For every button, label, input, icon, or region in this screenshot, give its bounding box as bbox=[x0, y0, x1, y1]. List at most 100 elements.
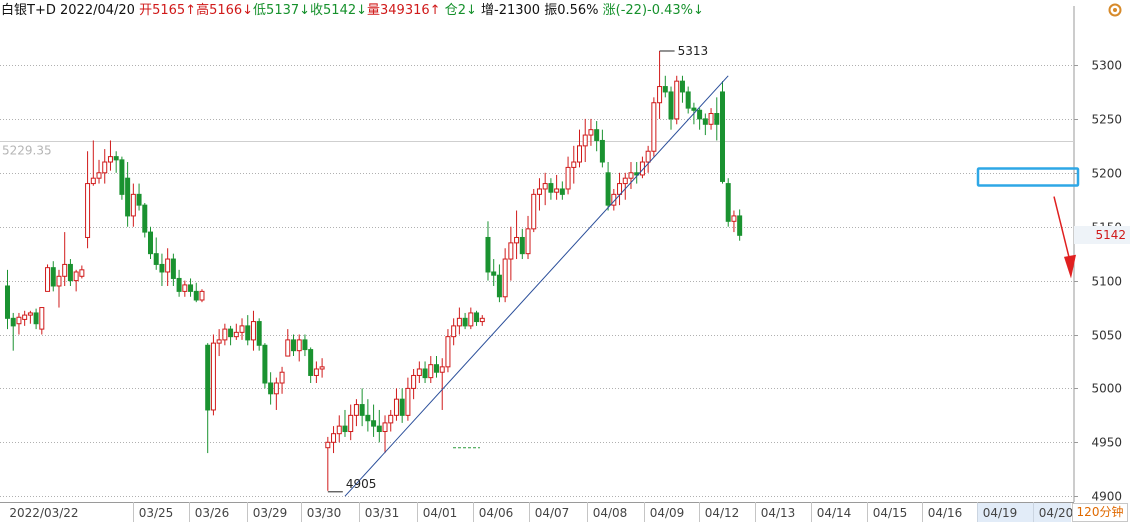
candle-down bbox=[376, 425, 382, 433]
candle-up bbox=[554, 188, 560, 193]
y-tick-label: 4900 bbox=[1091, 490, 1122, 504]
open-interest: 仓2↓ bbox=[444, 3, 477, 18]
candle-up bbox=[411, 374, 417, 389]
candle-up bbox=[216, 339, 222, 344]
candle-up bbox=[62, 263, 68, 277]
candle-up bbox=[416, 368, 422, 376]
high-annotation: 5313 bbox=[678, 44, 709, 58]
open-price: 开5165↑ bbox=[139, 3, 197, 18]
candle-down bbox=[148, 231, 153, 255]
candle-up bbox=[239, 325, 245, 333]
down-arrow-shaft bbox=[1053, 196, 1071, 262]
candle-down bbox=[125, 177, 131, 217]
candle-down bbox=[170, 258, 176, 279]
candles bbox=[5, 50, 743, 491]
y-tick-label: 5250 bbox=[1091, 113, 1122, 127]
low-price: 低5137↓ bbox=[253, 3, 311, 18]
candle-down bbox=[462, 317, 468, 327]
candle-up bbox=[588, 129, 594, 136]
candle-down bbox=[159, 263, 165, 273]
candle-down bbox=[725, 183, 731, 222]
current-day-highlight bbox=[977, 503, 1071, 522]
candle-up bbox=[628, 172, 634, 179]
candle-up bbox=[319, 366, 325, 370]
candle-down bbox=[188, 284, 194, 292]
candle-down bbox=[605, 172, 611, 206]
candle-up bbox=[645, 150, 651, 163]
candle-down bbox=[685, 91, 691, 109]
candle-up bbox=[165, 258, 171, 273]
candle-up bbox=[468, 312, 474, 327]
candle-up bbox=[96, 172, 102, 179]
x-tick-label: 04/14 bbox=[817, 506, 852, 520]
high-price: 高5166↓ bbox=[196, 3, 254, 18]
candle-up bbox=[199, 290, 205, 301]
candle-down bbox=[399, 398, 405, 416]
candle-up bbox=[313, 368, 319, 376]
y-axis-labels: 4900495050005050510051505200525053005229… bbox=[2, 59, 1122, 504]
candle-up bbox=[348, 414, 354, 433]
candle-down bbox=[136, 193, 142, 206]
candle-up bbox=[39, 307, 45, 330]
candle-up bbox=[90, 177, 96, 185]
candle-up bbox=[16, 316, 22, 325]
candle-up bbox=[382, 422, 388, 433]
x-tick-label: 04/13 bbox=[761, 506, 796, 520]
candle-up bbox=[79, 269, 85, 277]
candle-up bbox=[531, 193, 537, 230]
x-tick-label: 03/31 bbox=[365, 506, 400, 520]
candle-down bbox=[691, 107, 697, 111]
candle-up bbox=[222, 328, 228, 341]
candle-up bbox=[336, 425, 342, 435]
candle-up bbox=[296, 339, 302, 352]
price-change: 涨(-22)-0.43%↓ bbox=[602, 3, 704, 18]
x-tick-label: 04/09 bbox=[650, 506, 685, 520]
candle-up bbox=[571, 161, 577, 168]
y-tick-label: 5000 bbox=[1091, 382, 1122, 396]
candle-down bbox=[193, 290, 199, 301]
chart-overlays: 5313 4905 bbox=[327, 44, 1080, 497]
x-tick-label: 04/15 bbox=[873, 506, 908, 520]
x-tick-label: 03/29 bbox=[253, 506, 288, 520]
candle-down bbox=[519, 236, 525, 255]
candle-down bbox=[474, 312, 480, 323]
candle-down bbox=[50, 267, 56, 287]
candle-down bbox=[67, 263, 73, 282]
candle-down bbox=[176, 277, 182, 292]
x-tick-label: 04/12 bbox=[705, 506, 740, 520]
down-arrow-head bbox=[1064, 254, 1076, 279]
candle-down bbox=[599, 139, 605, 163]
timeframe-selector[interactable]: 120分钟 bbox=[1072, 503, 1128, 522]
candle-up bbox=[514, 236, 520, 244]
candle-down bbox=[262, 344, 268, 384]
candle-up bbox=[27, 312, 33, 316]
candle-up bbox=[651, 102, 657, 152]
candle-down bbox=[342, 425, 348, 433]
candle-down bbox=[668, 91, 674, 120]
x-tick-label: 03/26 bbox=[195, 506, 230, 520]
candle-up bbox=[102, 161, 108, 174]
candle-up bbox=[536, 188, 542, 195]
candle-down bbox=[5, 285, 10, 319]
candle-down bbox=[113, 156, 119, 161]
candle-down bbox=[268, 382, 274, 395]
x-axis-labels: 2022/03/22 03/25 03/26 03/29 03/30 03/31 04/01… bbox=[9, 506, 1073, 520]
candle-up bbox=[565, 166, 571, 190]
y-tick-label: 5100 bbox=[1091, 275, 1122, 289]
y-tick-label: 5050 bbox=[1091, 329, 1122, 343]
candle-up bbox=[582, 134, 588, 147]
settings-icon[interactable] bbox=[1107, 2, 1123, 18]
candle-up bbox=[331, 433, 337, 443]
candle-down bbox=[291, 339, 296, 352]
x-tick-label: 04/07 bbox=[535, 506, 570, 520]
candle-down bbox=[548, 183, 554, 193]
amplitude: 振0.56% bbox=[544, 3, 599, 18]
candle-up bbox=[451, 325, 457, 338]
candle-down bbox=[302, 339, 308, 351]
candle-down bbox=[720, 91, 725, 182]
candle-down bbox=[496, 274, 502, 298]
candle-down bbox=[308, 349, 314, 376]
candle-down bbox=[228, 328, 234, 338]
candle-down bbox=[142, 204, 148, 233]
